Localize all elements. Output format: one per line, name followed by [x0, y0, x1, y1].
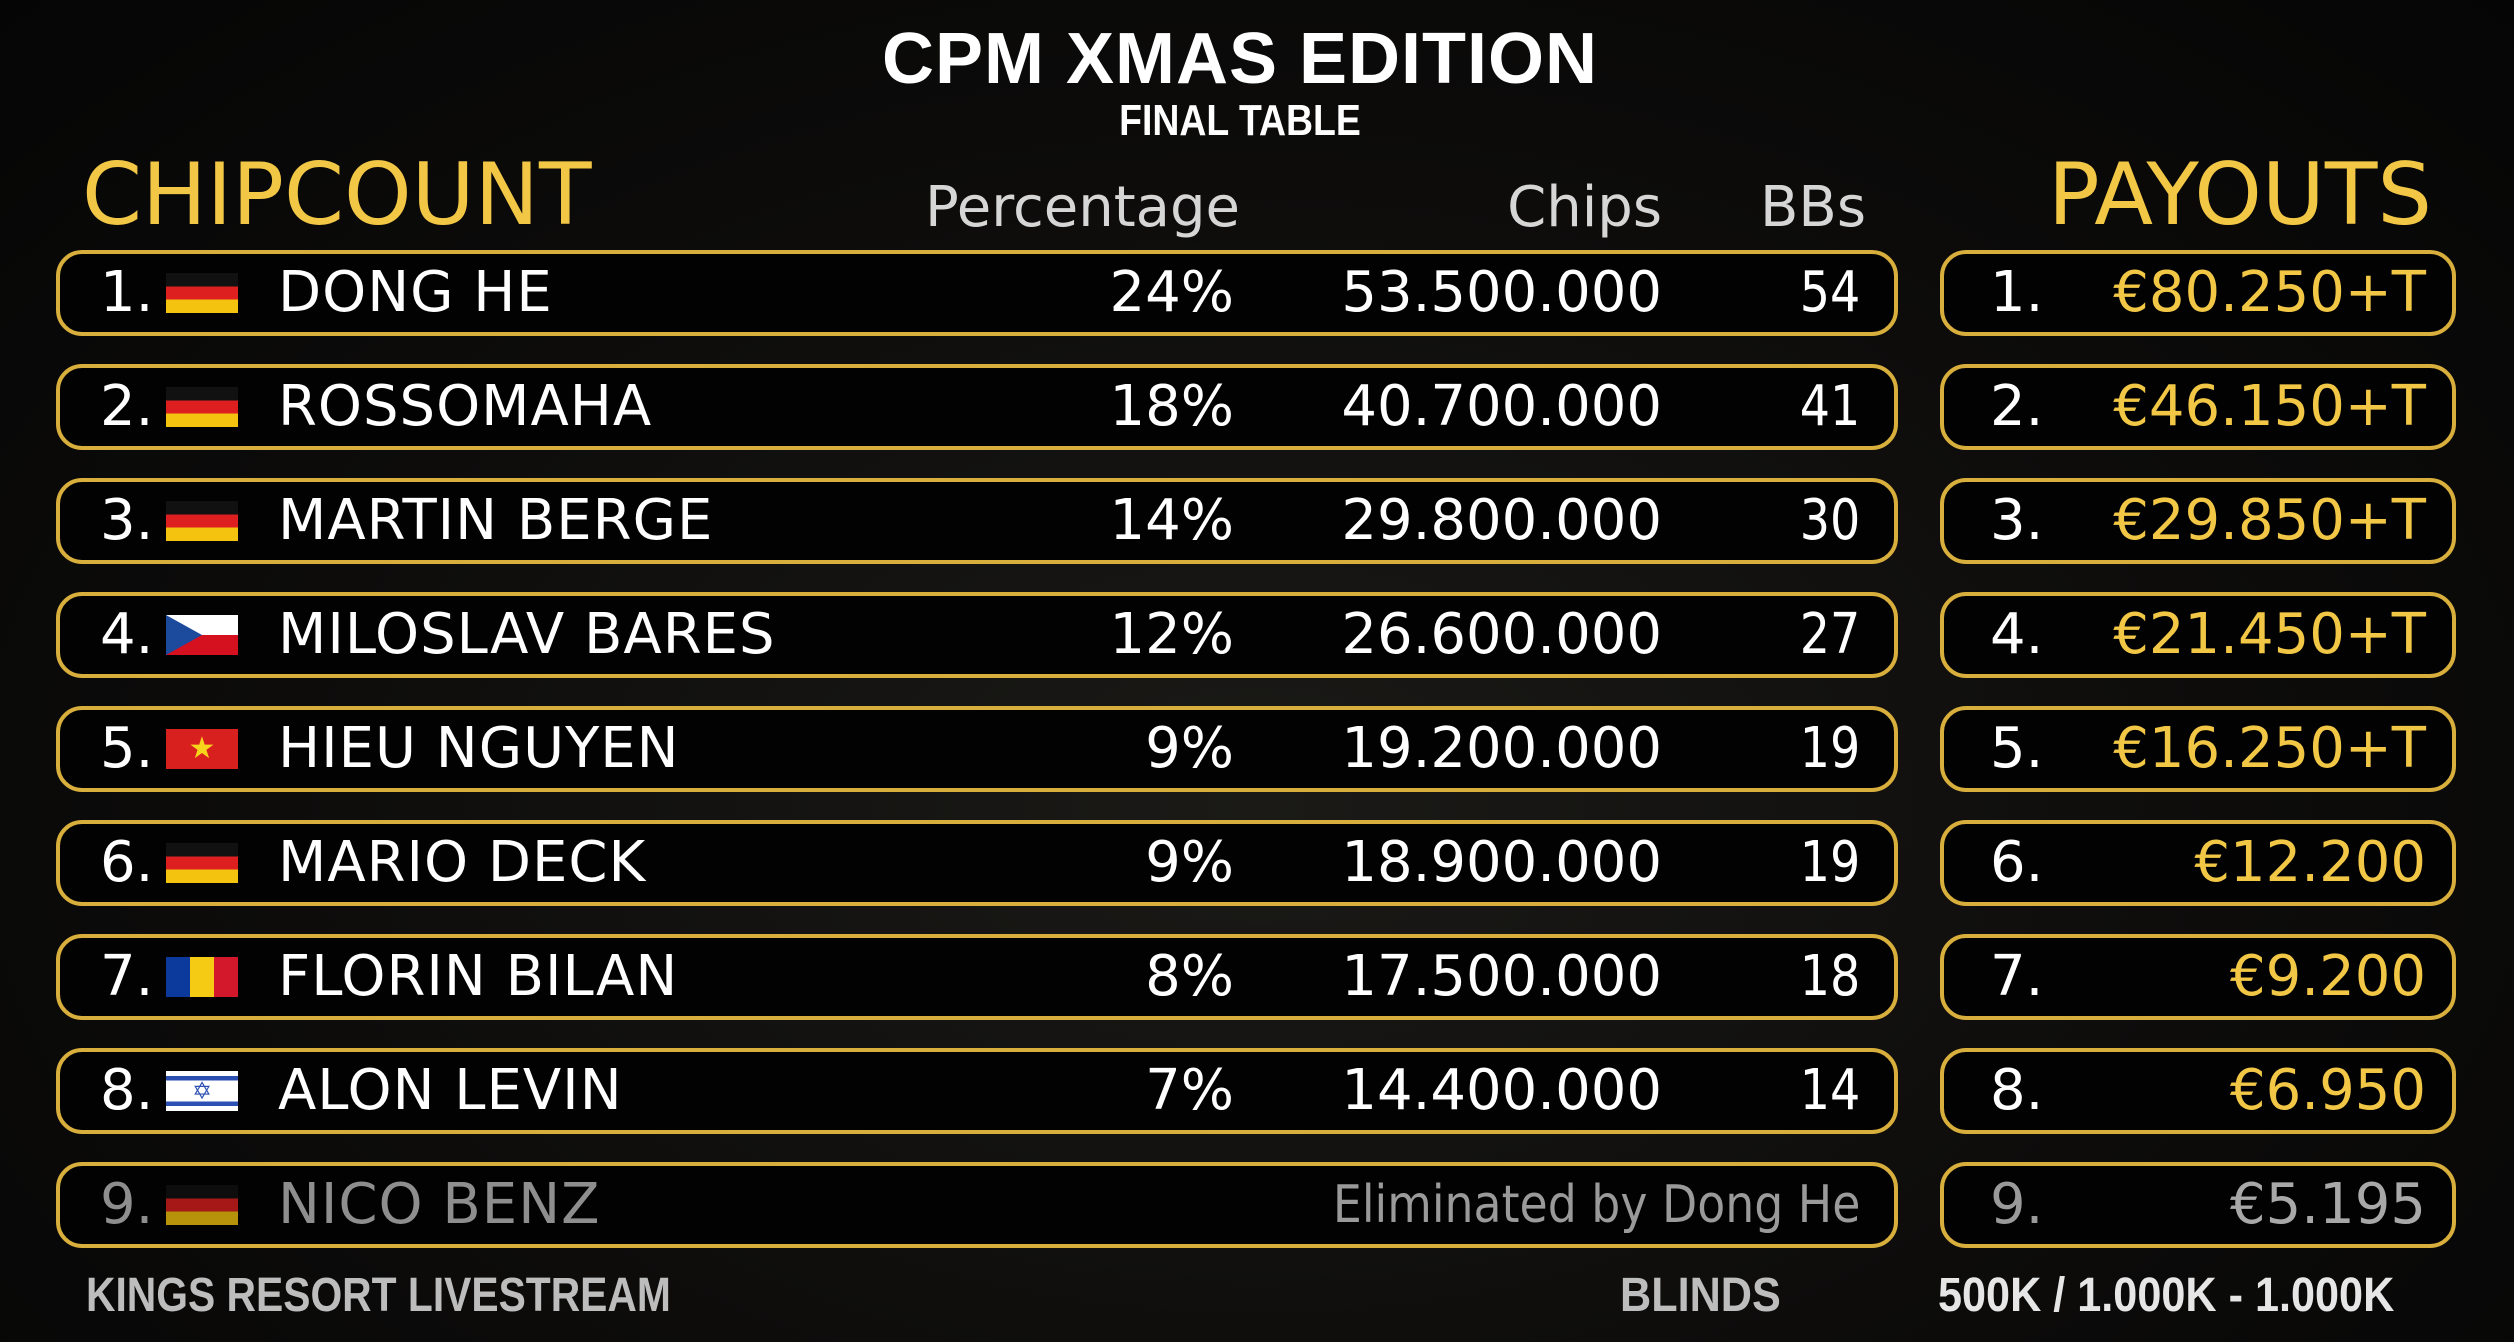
rank: 5. — [100, 716, 154, 781]
rank: 3. — [100, 488, 154, 553]
rank: 8. — [100, 1058, 154, 1123]
livestream-label: KINGS RESORT LIVESTREAM — [86, 1269, 671, 1322]
chipcount-row: 6. MARIO DECK 9% 18.900.000 19 — [56, 820, 1898, 906]
germany-flag-icon — [166, 843, 238, 883]
chip-percentage: 14% — [1109, 488, 1234, 553]
chip-percentage: 9% — [1145, 716, 1234, 781]
chip-count: 53.500.000 — [1341, 260, 1662, 325]
chip-count: 19.200.000 — [1341, 716, 1662, 781]
big-blinds: 41 — [1799, 374, 1860, 439]
payout-rank: 5. — [1990, 716, 2044, 781]
chip-count: 40.700.000 — [1341, 374, 1662, 439]
rank: 4. — [100, 602, 154, 667]
germany-flag-icon — [166, 387, 238, 427]
chip-percentage: 18% — [1109, 374, 1234, 439]
blinds-label: BLINDS — [1620, 1269, 1781, 1322]
chipcount-heading: CHIPCOUNT — [82, 145, 592, 245]
payout-row: 8. €6.950 — [1940, 1048, 2456, 1134]
event-subtitle: FINAL TABLE — [1119, 96, 1361, 145]
payout-amount: €5.195 — [2230, 1172, 2426, 1237]
payout-amount: €21.450+T — [2113, 602, 2426, 667]
column-header-bbs: BBs — [1759, 175, 1866, 240]
rank: 6. — [100, 830, 154, 895]
payout-row: 6. €12.200 — [1940, 820, 2456, 906]
payout-amount: €29.850+T — [2113, 488, 2426, 553]
rank: 7. — [100, 944, 154, 1009]
chip-percentage: 7% — [1145, 1058, 1234, 1123]
big-blinds: 54 — [1799, 260, 1860, 325]
big-blinds: 27 — [1799, 602, 1860, 667]
payout-row: 3. €29.850+T — [1940, 478, 2456, 564]
romania-flag-icon — [166, 957, 238, 997]
player-name: DONG HE — [278, 260, 553, 325]
player-name: NICO BENZ — [278, 1172, 601, 1237]
player-name: FLORIN BILAN — [278, 944, 679, 1009]
payout-row: 5. €16.250+T — [1940, 706, 2456, 792]
chip-count: 14.400.000 — [1341, 1058, 1662, 1123]
chip-percentage: 12% — [1109, 602, 1234, 667]
player-name: MILOSLAV BARES — [278, 602, 776, 667]
big-blinds: 14 — [1799, 1058, 1860, 1123]
player-name: MARIO DECK — [278, 830, 647, 895]
payout-amount: €6.950 — [2230, 1058, 2426, 1123]
elimination-note: Eliminated by Dong He — [1332, 1175, 1860, 1235]
chip-count: 17.500.000 — [1341, 944, 1662, 1009]
big-blinds: 19 — [1799, 830, 1860, 895]
chipcount-row: 2. ROSSOMAHA 18% 40.700.000 41 — [56, 364, 1898, 450]
czech-flag-icon — [166, 615, 238, 655]
eliminated-row: 9. NICO BENZ Eliminated by Dong He — [56, 1162, 1898, 1248]
blinds-value: 500K / 1.000K - 1.000K — [1938, 1269, 2395, 1322]
big-blinds: 18 — [1799, 944, 1860, 1009]
payout-row: 2. €46.150+T — [1940, 364, 2456, 450]
payout-amount: €12.200 — [2194, 830, 2426, 895]
player-name: ALON LEVIN — [278, 1058, 623, 1123]
chipcount-row: 1. DONG HE 24% 53.500.000 54 — [56, 250, 1898, 336]
payout-rank: 4. — [1990, 602, 2044, 667]
payout-amount: €46.150+T — [2113, 374, 2426, 439]
germany-flag-icon — [166, 1185, 238, 1225]
rank: 2. — [100, 374, 154, 439]
payout-amount: €9.200 — [2230, 944, 2426, 1009]
chipcount-row: 7. FLORIN BILAN 8% 17.500.000 18 — [56, 934, 1898, 1020]
event-title: CPM XMAS EDITION — [881, 19, 1599, 99]
player-name: ROSSOMAHA — [278, 374, 653, 439]
israel-flag-icon: ✡ — [166, 1071, 238, 1111]
chip-percentage: 8% — [1145, 944, 1234, 1009]
germany-flag-icon — [166, 273, 238, 313]
payout-rank: 2. — [1990, 374, 2044, 439]
big-blinds: 19 — [1799, 716, 1860, 781]
payout-rank: 1. — [1990, 260, 2044, 325]
vietnam-flag-icon: ★ — [166, 729, 238, 769]
column-header-chips: Chips — [1507, 175, 1662, 240]
chipcount-row: 5. ★ HIEU NGUYEN 9% 19.200.000 19 — [56, 706, 1898, 792]
payout-row: 4. €21.450+T — [1940, 592, 2456, 678]
chipcount-row: 4. MILOSLAV BARES 12% 26.600.000 27 — [56, 592, 1898, 678]
chip-percentage: 24% — [1109, 260, 1234, 325]
player-name: MARTIN BERGE — [278, 488, 714, 553]
payout-row: 7. €9.200 — [1940, 934, 2456, 1020]
payout-rank: 7. — [1990, 944, 2044, 1009]
payout-amount: €16.250+T — [2113, 716, 2426, 781]
payout-row: 1. €80.250+T — [1940, 250, 2456, 336]
chip-count: 18.900.000 — [1341, 830, 1662, 895]
chipcount-row: 3. MARTIN BERGE 14% 29.800.000 30 — [56, 478, 1898, 564]
payout-rank: 6. — [1990, 830, 2044, 895]
payout-rank: 3. — [1990, 488, 2044, 553]
big-blinds: 30 — [1799, 488, 1860, 553]
rank: 9. — [100, 1172, 154, 1237]
payout-rank: 9. — [1990, 1172, 2044, 1237]
player-name: HIEU NGUYEN — [278, 716, 680, 781]
rank: 1. — [100, 260, 154, 325]
chip-count: 29.800.000 — [1341, 488, 1662, 553]
payouts-heading: PAYOUTS — [2047, 145, 2432, 245]
chip-count: 26.600.000 — [1341, 602, 1662, 667]
chip-percentage: 9% — [1145, 830, 1234, 895]
column-header-percentage: Percentage — [924, 175, 1240, 240]
payout-row: 9. €5.195 — [1940, 1162, 2456, 1248]
germany-flag-icon — [166, 501, 238, 541]
payout-rank: 8. — [1990, 1058, 2044, 1123]
payout-amount: €80.250+T — [2113, 260, 2426, 325]
chipcount-row: 8. ✡ ALON LEVIN 7% 14.400.000 14 — [56, 1048, 1898, 1134]
